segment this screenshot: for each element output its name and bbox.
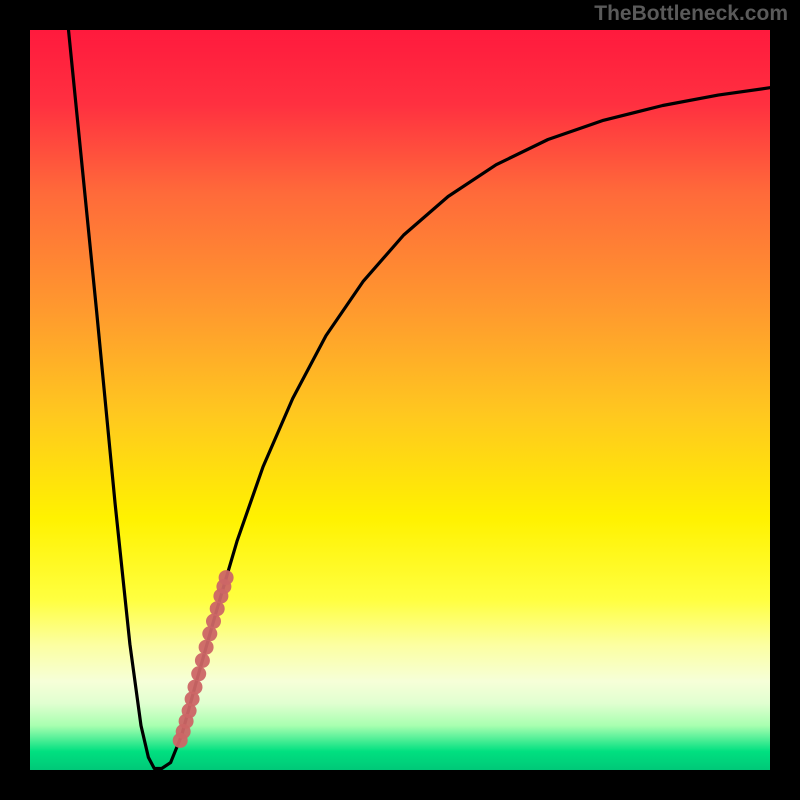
data-point (219, 570, 234, 585)
data-point (206, 614, 221, 629)
data-point (195, 653, 210, 668)
data-point (199, 640, 214, 655)
data-point (188, 680, 203, 695)
bottleneck-chart: TheBottleneck.com (0, 0, 800, 800)
watermark-text: TheBottleneck.com (594, 2, 788, 26)
data-point (210, 601, 225, 616)
chart-svg (0, 0, 800, 800)
plot-background (30, 30, 770, 770)
data-point (191, 666, 206, 681)
